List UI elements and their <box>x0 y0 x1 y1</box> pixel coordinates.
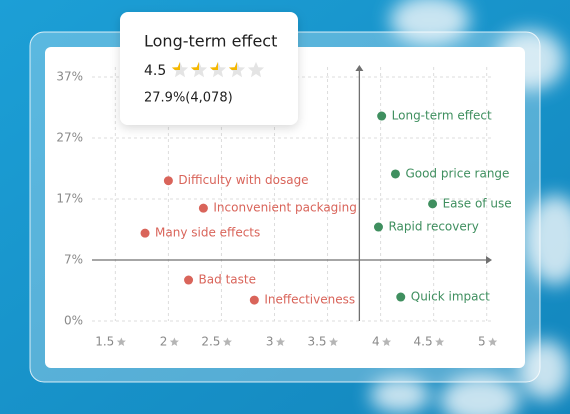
data-point <box>373 222 383 232</box>
data-point <box>390 169 400 179</box>
point-label: Long-term effect <box>392 109 492 123</box>
point-label: Good price range <box>405 166 509 180</box>
x-tick-label: 3.5 <box>307 335 326 349</box>
data-point <box>428 199 438 209</box>
popup-rating: 4.5 <box>144 63 166 79</box>
data-point <box>377 111 387 121</box>
popup-title: Long-term effect <box>144 32 277 51</box>
point-label: Many side effects <box>155 226 260 240</box>
chart-panel <box>45 47 525 368</box>
point-label: Ease of use <box>443 196 512 210</box>
point-label: Difficulty with dosage <box>178 173 308 187</box>
point-label: Bad taste <box>199 273 256 287</box>
vertical-arrow <box>355 65 364 71</box>
point-label: Rapid recovery <box>388 220 478 234</box>
point-label: Ineffectiveness <box>264 293 355 307</box>
data-point <box>249 295 259 305</box>
blurred-pills <box>370 0 570 414</box>
x-tick-label: 3 <box>266 335 274 349</box>
data-point <box>198 203 208 213</box>
y-tick-label: 0% <box>64 314 83 328</box>
popup-card <box>120 12 298 125</box>
y-tick-label: 27% <box>56 131 83 145</box>
data-point <box>140 228 150 238</box>
data-point <box>184 275 194 285</box>
point-label: Inconvenient packaging <box>213 201 356 215</box>
horizontal-arrow <box>486 256 492 264</box>
x-tick-label: 2 <box>160 335 168 349</box>
x-tick-label: 5 <box>478 335 486 349</box>
x-tick-label: 4 <box>372 335 380 349</box>
data-point <box>396 292 406 302</box>
x-tick-label: 2.5 <box>201 335 220 349</box>
point-label: Quick impact <box>411 290 490 304</box>
y-tick-label: 37% <box>56 70 83 84</box>
y-tick-label: 7% <box>64 253 83 267</box>
popup-detail: 27.9%(4,078) <box>144 91 233 106</box>
x-tick-label: 4.5 <box>414 335 433 349</box>
x-tick-label: 1.5 <box>95 335 114 349</box>
data-point <box>163 176 173 186</box>
y-tick-label: 17% <box>56 192 83 206</box>
popup <box>120 12 298 125</box>
